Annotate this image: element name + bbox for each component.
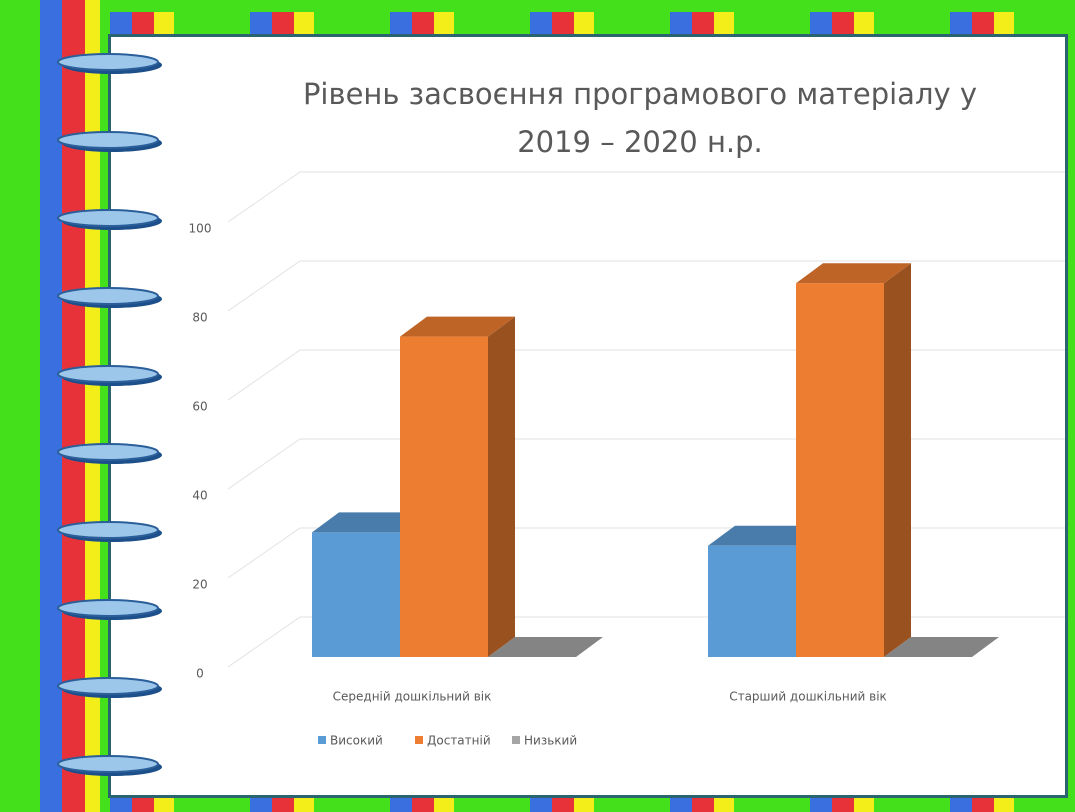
x-tick-label: Старший дошкільний вік	[729, 690, 887, 704]
ring	[57, 599, 159, 617]
bar	[400, 336, 488, 657]
legend-swatch	[415, 736, 423, 744]
y-tick-label: 0	[196, 667, 204, 681]
ring	[57, 677, 159, 695]
bar-top	[884, 637, 999, 657]
top-border	[110, 12, 1070, 34]
bar	[796, 283, 884, 657]
legend-label: Високий	[330, 734, 383, 748]
bar-side	[488, 316, 515, 657]
bar-top	[796, 263, 911, 284]
bar-top	[708, 525, 823, 546]
legend-label: Низький	[524, 734, 577, 748]
ring	[57, 287, 159, 305]
y-tick-label: 80	[192, 311, 207, 325]
y-tick-label: 20	[192, 578, 207, 592]
bar-top	[488, 637, 603, 657]
bar	[708, 545, 796, 657]
bottom-border	[110, 797, 1070, 812]
grid-line	[227, 260, 1065, 312]
legend-label: Достатній	[427, 734, 491, 748]
y-tick-label: 100	[189, 222, 212, 236]
bar-top	[400, 316, 515, 337]
y-tick-label: 60	[192, 400, 207, 414]
ring	[57, 53, 159, 71]
bar-side	[884, 263, 911, 657]
x-tick-label: Середній дошкільний вік	[333, 690, 492, 704]
bar-top	[312, 512, 427, 533]
grid-line	[227, 349, 1065, 401]
grid-line	[227, 438, 1065, 490]
chart-title: Рівень засвоєння програмового матеріалу …	[302, 77, 978, 159]
ring	[57, 755, 159, 773]
ring	[57, 443, 159, 461]
y-tick-label: 40	[192, 489, 207, 503]
ring	[57, 521, 159, 539]
ring	[57, 209, 159, 227]
bar	[312, 532, 400, 657]
legend-swatch	[512, 736, 520, 744]
grid-line	[227, 171, 1065, 223]
legend-swatch	[318, 736, 326, 744]
ring	[57, 131, 159, 149]
ring	[57, 365, 159, 383]
